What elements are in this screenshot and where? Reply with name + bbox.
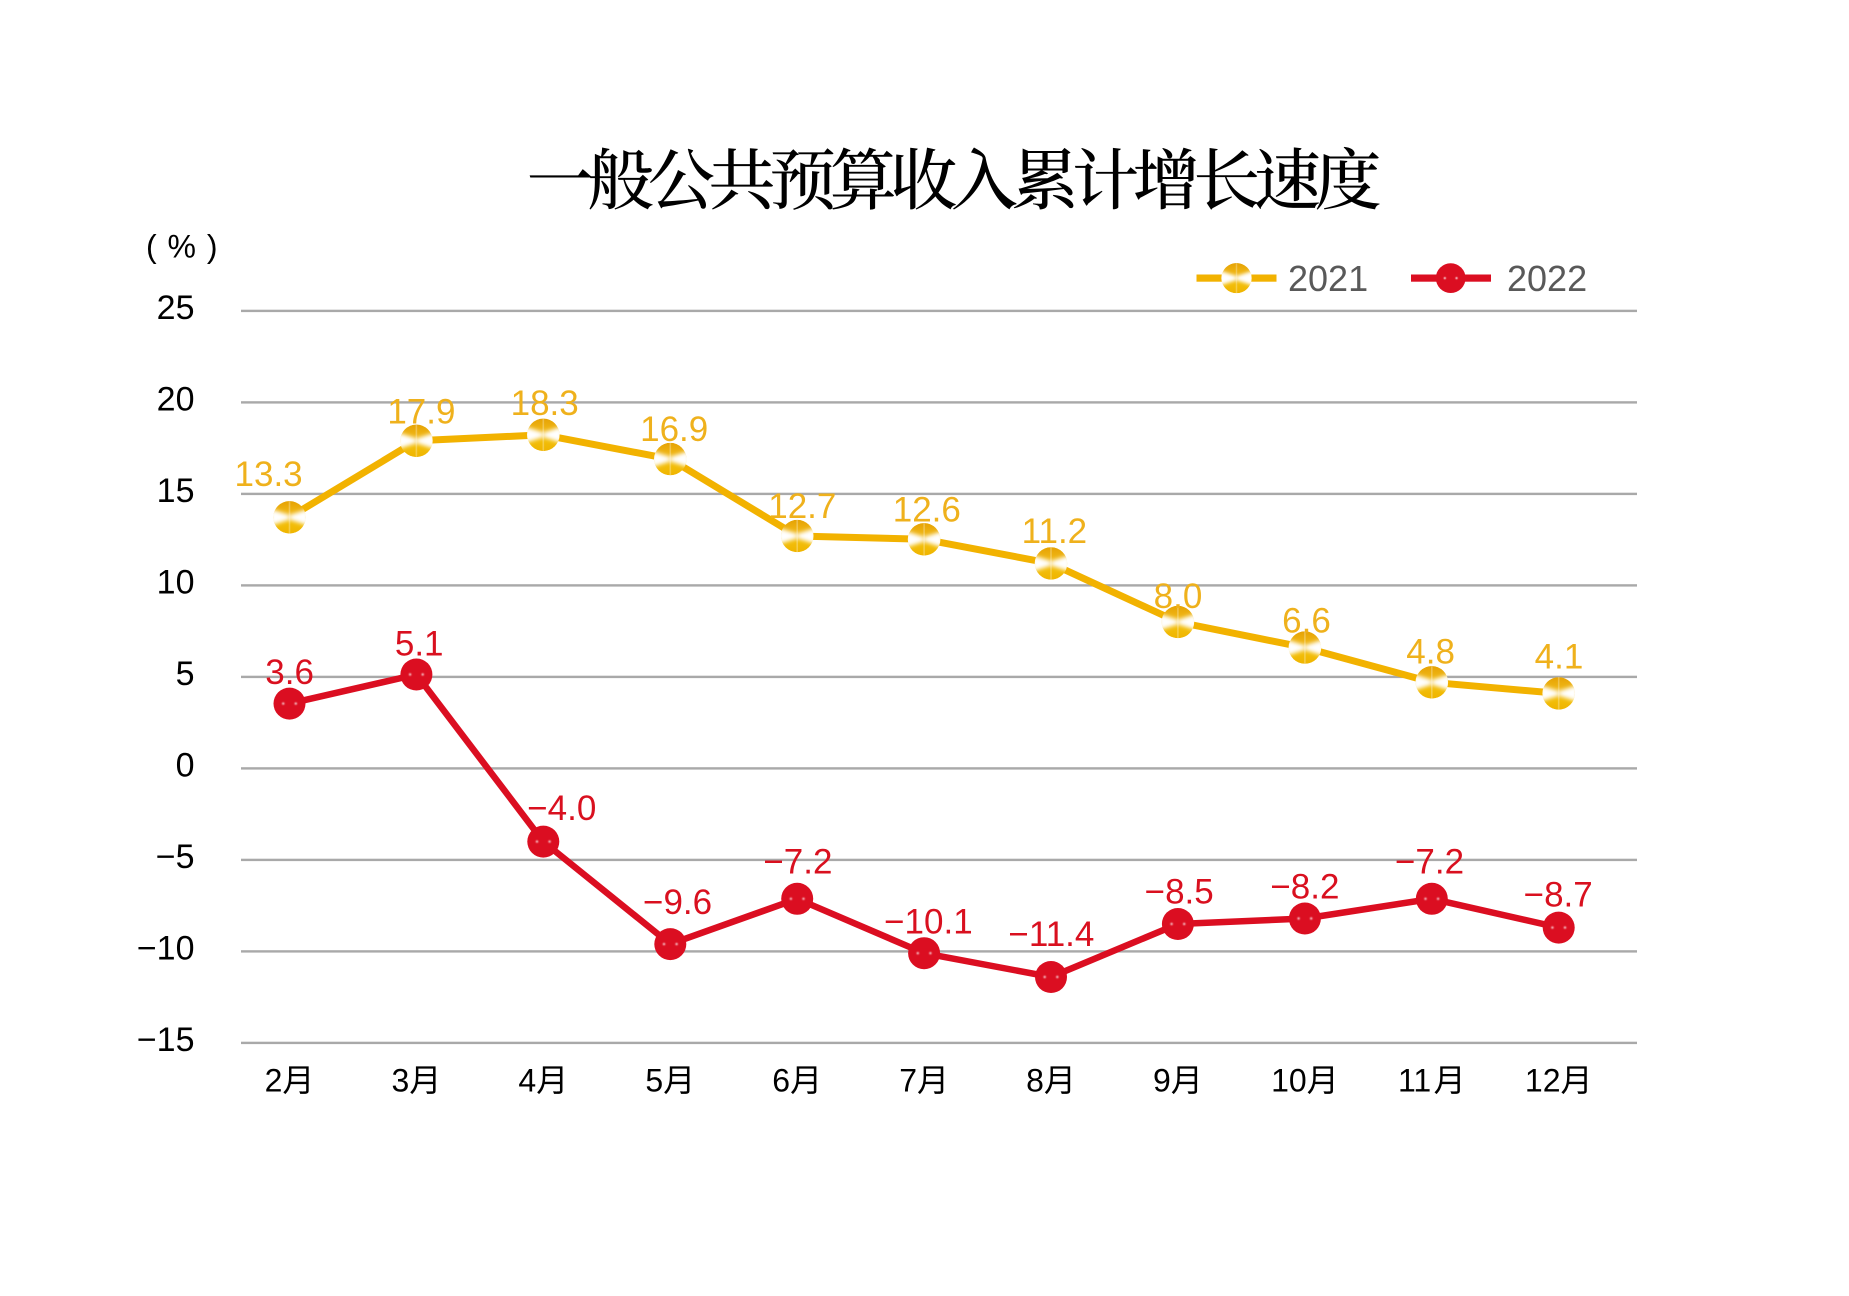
- svg-text:25: 25: [157, 289, 195, 327]
- svg-text:6.6: 6.6: [1282, 602, 1331, 641]
- svg-text:7: 7: [899, 1063, 917, 1099]
- svg-text:10: 10: [1271, 1063, 1307, 1099]
- svg-text:8.0: 8.0: [1154, 577, 1203, 616]
- svg-text:4.1: 4.1: [1535, 637, 1584, 676]
- svg-text:−8.2: −8.2: [1270, 867, 1339, 906]
- svg-text:−8.5: −8.5: [1145, 873, 1214, 912]
- svg-text:4: 4: [518, 1063, 536, 1099]
- svg-text:11.2: 11.2: [1022, 512, 1088, 551]
- svg-text:3: 3: [392, 1063, 410, 1099]
- svg-text:13.3: 13.3: [235, 455, 303, 494]
- svg-text:5: 5: [645, 1063, 663, 1099]
- svg-text:−7.2: −7.2: [763, 842, 832, 881]
- svg-text:12.6: 12.6: [893, 490, 961, 529]
- svg-text:11: 11: [1398, 1063, 1431, 1099]
- svg-text:−11.4: −11.4: [1008, 915, 1094, 954]
- svg-text:9: 9: [1153, 1063, 1171, 1099]
- svg-text:4.8: 4.8: [1406, 633, 1455, 672]
- svg-text:−10.1: −10.1: [884, 902, 973, 941]
- svg-text:−9.6: −9.6: [643, 883, 712, 922]
- svg-text:16.9: 16.9: [640, 410, 708, 449]
- svg-text:−7.2: −7.2: [1395, 843, 1464, 882]
- svg-text:0: 0: [176, 747, 195, 785]
- svg-text:8: 8: [1026, 1063, 1044, 1099]
- svg-text:2: 2: [265, 1063, 283, 1099]
- svg-text:15: 15: [157, 472, 195, 510]
- svg-text:20: 20: [157, 381, 195, 419]
- svg-text:5: 5: [176, 655, 195, 693]
- svg-text:−10: −10: [137, 930, 195, 968]
- svg-text:10: 10: [157, 564, 195, 602]
- svg-text:2022: 2022: [1507, 258, 1587, 299]
- svg-text:6: 6: [772, 1063, 790, 1099]
- svg-text:−15: −15: [137, 1021, 195, 1059]
- svg-text:18.3: 18.3: [511, 384, 579, 423]
- svg-text:3.6: 3.6: [265, 653, 314, 692]
- svg-text:−5: −5: [156, 838, 195, 876]
- svg-text:−4.0: −4.0: [527, 789, 596, 828]
- svg-text:2021: 2021: [1288, 258, 1368, 299]
- svg-text:17.9: 17.9: [387, 393, 455, 432]
- svg-text:( % ): ( % ): [146, 229, 219, 265]
- svg-text:12: 12: [1525, 1063, 1561, 1099]
- svg-text:5.1: 5.1: [395, 625, 444, 664]
- svg-text:−8.7: −8.7: [1524, 876, 1593, 915]
- svg-text:12.7: 12.7: [768, 487, 836, 526]
